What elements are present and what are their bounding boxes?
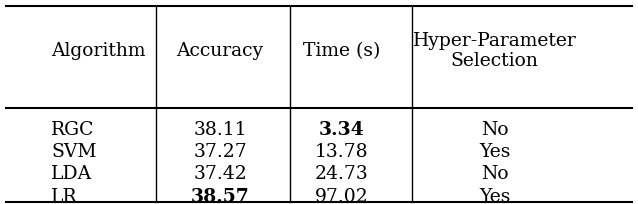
Text: 3.34: 3.34: [318, 121, 364, 139]
Text: LR: LR: [51, 188, 78, 204]
Text: 13.78: 13.78: [315, 143, 368, 161]
Text: SVM: SVM: [51, 143, 96, 161]
Text: Algorithm: Algorithm: [51, 42, 145, 60]
Text: 38.11: 38.11: [193, 121, 247, 139]
Text: 37.27: 37.27: [193, 143, 247, 161]
Text: Yes: Yes: [478, 143, 510, 161]
Text: 24.73: 24.73: [315, 165, 368, 183]
Text: Time (s): Time (s): [302, 42, 380, 60]
Text: 38.57: 38.57: [191, 188, 249, 204]
Text: Yes: Yes: [478, 188, 510, 204]
Text: Hyper-Parameter
Selection: Hyper-Parameter Selection: [413, 32, 576, 70]
Text: No: No: [480, 121, 508, 139]
Text: Accuracy: Accuracy: [177, 42, 263, 60]
Text: 37.42: 37.42: [193, 165, 247, 183]
Text: No: No: [480, 165, 508, 183]
Text: 97.02: 97.02: [315, 188, 368, 204]
Text: RGC: RGC: [51, 121, 94, 139]
Text: LDA: LDA: [51, 165, 92, 183]
